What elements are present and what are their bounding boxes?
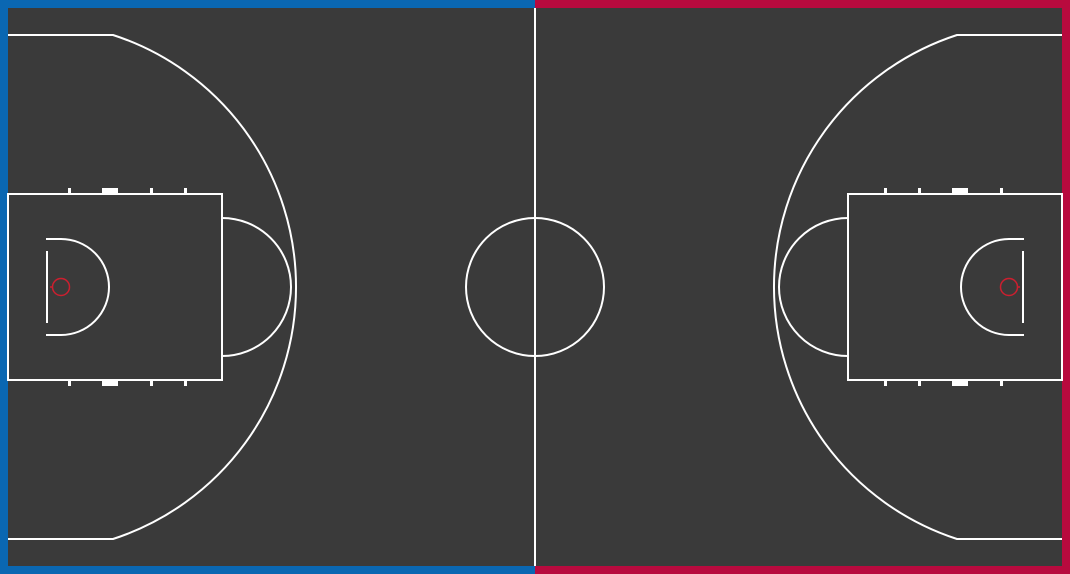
left-team-border xyxy=(0,0,535,574)
left-lane-mark xyxy=(150,188,153,194)
right-free-throw-arc xyxy=(778,217,849,357)
right-restricted-area xyxy=(960,238,1024,336)
right-team-border xyxy=(535,0,1070,574)
left-lane-mark xyxy=(68,380,71,386)
right-lane-mark xyxy=(884,188,887,194)
left-lane-block xyxy=(102,188,118,194)
left-lane-mark xyxy=(184,188,187,194)
left-restricted-area xyxy=(46,238,110,336)
left-three-point-line xyxy=(8,34,298,540)
left-lane-mark xyxy=(184,380,187,386)
right-lane-mark xyxy=(1000,188,1003,194)
left-lane-mark xyxy=(150,380,153,386)
right-lane-block xyxy=(952,188,968,194)
left-lane-block xyxy=(102,380,118,386)
right-lane-mark xyxy=(918,380,921,386)
left-lane-mark xyxy=(68,188,71,194)
left-free-throw-arc xyxy=(221,217,292,357)
right-lane-mark xyxy=(1000,380,1003,386)
right-lane-mark xyxy=(918,188,921,194)
right-lane-mark xyxy=(884,380,887,386)
center-circle xyxy=(465,217,605,357)
right-three-point-line xyxy=(772,34,1062,540)
right-lane-block xyxy=(952,380,968,386)
